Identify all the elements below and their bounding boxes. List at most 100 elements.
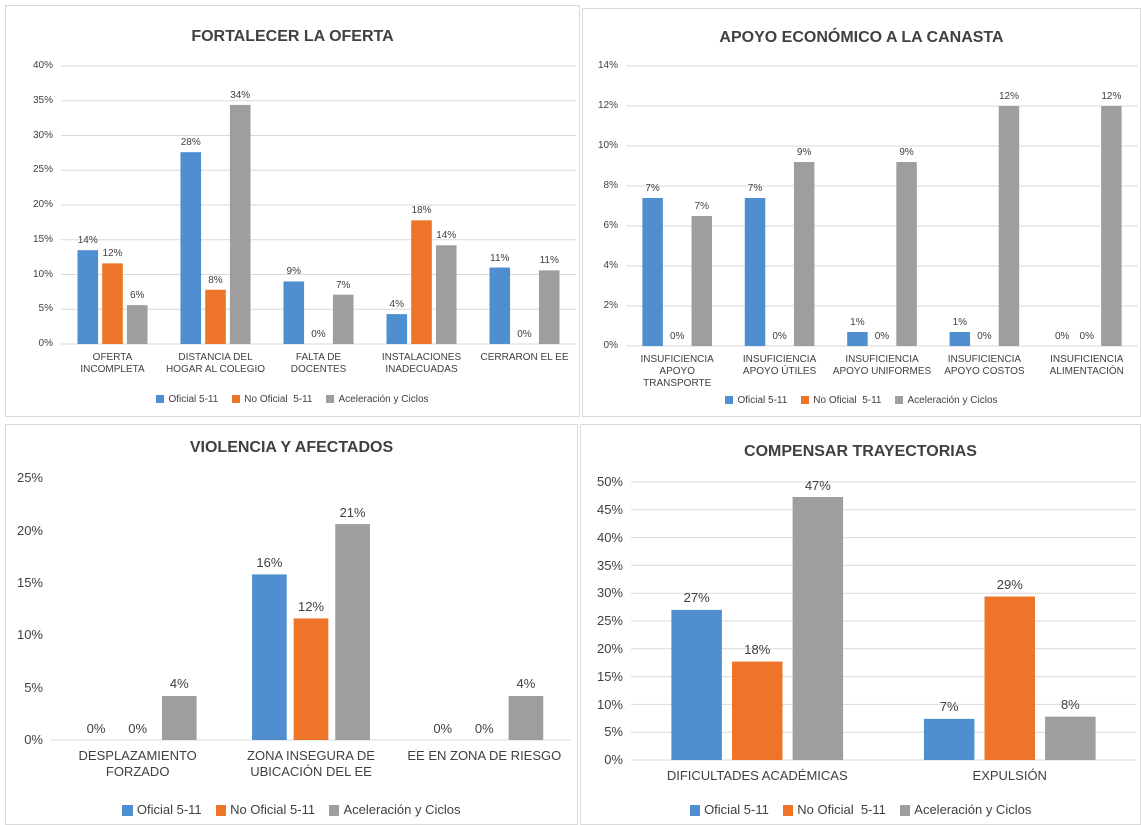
y-tick-label: 12% [597,100,618,111]
bar [923,718,975,760]
y-tick-label: 5% [604,724,623,740]
y-tick-label: 10% [597,140,618,151]
bar [283,281,305,344]
y-tick-label: 0% [603,340,618,351]
y-tick-label: 25% [32,164,53,176]
bar [792,497,844,760]
data-label: 7% [694,201,709,212]
x-tick-label: FALTA DE DOCENTES [290,352,347,375]
y-tick-label: 35% [32,94,53,106]
data-label: 18% [744,642,771,658]
data-label: 47% [804,477,831,493]
bar [896,162,917,346]
bar [1045,716,1096,760]
bar [691,216,713,346]
bar [949,332,971,346]
legend-swatch [156,395,165,404]
y-tick-label: 15% [596,668,623,684]
data-label: 4% [389,299,404,311]
legend-label: No Oficial 5-11 [230,802,316,817]
data-label: 0% [1054,331,1070,342]
data-label: 18% [411,205,432,217]
legend-swatch [899,805,911,816]
y-tick-label: 30% [32,129,53,141]
bar [335,524,370,740]
y-tick-label: 2% [603,300,618,311]
legend-label: Oficial 5-11 [704,802,769,817]
y-tick-label: 30% [596,585,623,601]
legend-swatch [326,395,335,404]
data-label: 1% [952,317,968,328]
bar [538,270,560,344]
y-tick-label: 20% [16,522,43,538]
data-label: 4% [169,676,189,692]
legend-item: Oficial 5-11 [725,395,787,406]
chart [631,481,1136,761]
data-label: 7% [645,183,660,194]
data-label: 12% [998,91,1019,102]
x-tick-label: INSUFICIENCIA APOYO TRANSPORTE [640,354,714,389]
x-tick-label: INSUFICIENCIA APOYO UNIFORMES [832,354,932,377]
data-label: 7% [335,279,351,291]
y-tick-label: 15% [16,575,43,590]
data-label: 0% [977,331,992,342]
y-tick-label: 6% [603,220,618,231]
bar [489,267,511,344]
legend: Oficial 5-11 No Oficial 5-11 Aceleración y… [581,802,1140,817]
legend-swatch [215,805,227,816]
data-label: 12% [297,598,324,614]
bar [293,618,329,740]
legend-item: No Oficial 5-11 [801,395,881,406]
data-label: 7% [939,699,959,715]
data-label: 16% [256,554,283,570]
y-tick-label: 40% [596,529,623,545]
legend-swatch [689,805,701,816]
data-label: 0% [311,329,326,340]
bar [332,294,354,344]
legend-label: Oficial 5-11 [737,395,788,406]
legend-label: Oficial 5-11 [168,394,219,405]
legend-item: Aceleración y Ciclos [899,802,1031,817]
chart-panel: VIOLENCIA Y AFECTADOS 0% 5% 10% 15% 20% 25% DES… [5,424,578,825]
legend-item: Aceleración y Ciclos [326,394,429,405]
data-label: 21% [339,504,366,520]
data-label: 4% [516,676,536,692]
chart [51,524,571,741]
chart-title: COMPENSAR TRAYECTORIAS [744,443,977,460]
data-label: 0% [86,720,106,736]
data-label: 9% [286,266,301,278]
data-label: 11% [539,255,559,267]
data-label: 0% [772,331,787,342]
data-label: 12% [1101,91,1122,102]
y-tick-label: 25% [596,613,623,629]
y-tick-label: 45% [596,502,623,517]
x-tick-label: ZONA INSEGURA DE UBICACIÓN DEL EE [247,748,375,779]
legend-swatch [329,805,340,816]
y-tick-label: 20% [596,641,623,656]
legend-swatch [782,805,794,816]
data-label: 0% [517,329,532,340]
bar [180,152,202,344]
chart-title: FORTALECER LA OFERTA [191,28,394,45]
chart-panel: COMPENSAR TRAYECTORIAS 0% 5% 10% 15% 20% 25% 30… [580,424,1141,825]
y-tick-label: 35% [596,557,623,573]
y-tick-label: 0% [604,752,623,768]
bar [1101,106,1122,346]
data-label: 27% [683,590,710,606]
x-tick-label: INSUFICIENCIA APOYO ÚTILES [742,354,817,377]
x-tick-label: INSUFICIENCIA APOYO COSTOS [944,354,1025,377]
legend-label: No Oficial 5-11 [797,802,886,817]
bar [126,305,148,344]
y-tick-label: 25% [16,470,43,486]
legend-item: Oficial 5-11 [156,394,218,405]
legend-label: Oficial 5-11 [136,802,202,817]
legend-swatch [895,396,904,405]
data-label: 28% [180,137,201,149]
x-tick-label: EXPULSIÓN [972,768,1047,783]
chart-panel: APOYO ECONÓMICO A LA CANASTA 0% 2% 4% 6% 8% 10… [582,8,1141,417]
x-tick-label: DISTANCIA DEL HOGAR AL COLEGIO [165,352,266,375]
y-tick-label: 4% [603,260,618,271]
chart [626,65,1138,347]
y-tick-label: 50% [596,474,623,490]
data-label: 0% [669,331,685,342]
